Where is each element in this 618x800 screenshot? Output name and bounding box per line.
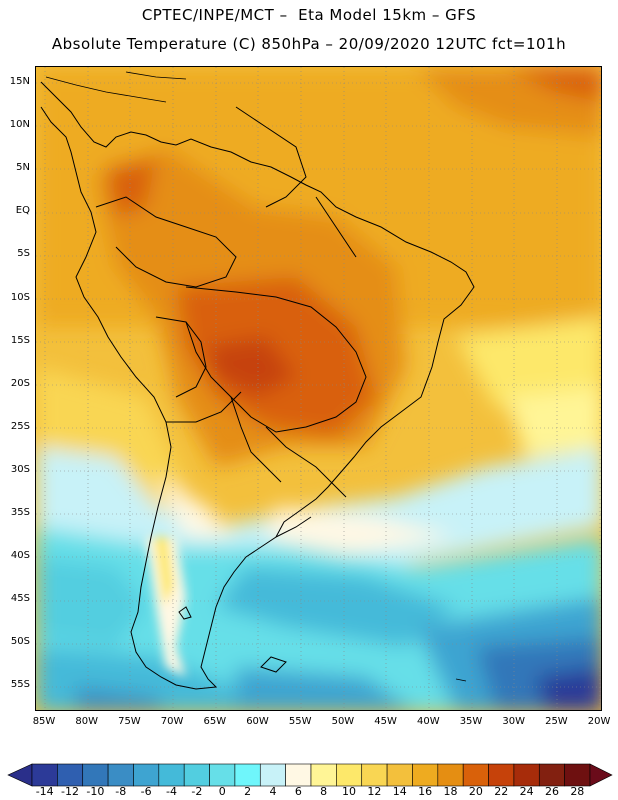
colorbar-swatch — [564, 763, 591, 787]
lon-label: 20W — [587, 716, 611, 727]
colorbar-label: 14 — [392, 785, 407, 798]
colorbar-swatch — [183, 763, 210, 787]
lon-label: 25W — [545, 716, 568, 727]
lat-label: 20S — [10, 377, 30, 389]
temperature-map — [35, 66, 602, 711]
colorbar-label: 26 — [544, 785, 559, 798]
lat-label: 25S — [10, 420, 30, 432]
map-title-line-1: CPTEC/INPE/MCT – Eta Model 15km – GFS — [141, 6, 477, 24]
lon-label: 60W — [246, 716, 269, 727]
lat-label: 50S — [10, 636, 30, 648]
colorbar-label: 0 — [218, 785, 226, 798]
colorbar-label: -4 — [166, 785, 177, 798]
lat-label: 10N — [9, 119, 30, 131]
lat-label: 30S — [10, 463, 30, 475]
lat-label: 10S — [10, 291, 30, 303]
colorbar-label: 4 — [269, 785, 277, 798]
colorbar-label: 12 — [367, 785, 382, 798]
colorbar-swatch — [57, 763, 84, 787]
lat-label: 15N — [9, 76, 30, 87]
colorbar-label: 10 — [342, 785, 357, 798]
colorbar-swatch — [209, 763, 236, 787]
patagonia-warm-tongue — [146, 537, 186, 677]
colorbar-swatch — [488, 763, 515, 787]
lat-label: 5N — [16, 162, 30, 174]
colorbar-label: -6 — [140, 785, 152, 798]
colorbar-swatch — [437, 763, 464, 787]
colorbar-swatch — [259, 763, 286, 787]
lon-label: 65W — [203, 716, 227, 727]
colorbar-label: 16 — [418, 785, 433, 798]
colorbar-swatch — [31, 763, 58, 787]
colorbar-label: 2 — [244, 785, 252, 798]
colorbar-label: 28 — [570, 785, 585, 798]
colorbar-label: 20 — [468, 785, 483, 798]
colorbar-low-arrow — [7, 763, 33, 787]
lat-label: 15S — [10, 334, 30, 346]
lon-label: 75W — [118, 716, 141, 727]
colorbar-label: -2 — [191, 785, 203, 798]
colorbar-label: 6 — [294, 785, 302, 798]
colorbar-label: -14 — [35, 785, 54, 798]
lat-label: 45S — [10, 593, 30, 605]
lon-label: 85W — [32, 716, 56, 727]
lon-label: 50W — [331, 716, 355, 727]
colorbar-swatch — [285, 763, 312, 787]
colorbar-swatch — [133, 763, 160, 787]
colorbar-high-arrow — [589, 763, 613, 787]
caribbean-coast — [45, 71, 467, 682]
lon-label: 30W — [502, 716, 525, 727]
colorbar-swatch — [234, 763, 261, 787]
colorbar-swatch — [310, 763, 337, 787]
colorbar-swatch — [336, 763, 363, 787]
lat-label: 40S — [10, 550, 30, 562]
colorbar-label: 24 — [519, 785, 534, 798]
colorbar-label: 22 — [494, 785, 509, 798]
colorbar-label: -8 — [115, 785, 127, 798]
lat-label: 55S — [10, 679, 30, 691]
temperature-field — [36, 67, 601, 710]
lat-label: EQ — [15, 205, 30, 217]
lon-label: 70W — [160, 716, 184, 727]
lon-label: 45W — [374, 716, 397, 727]
colorbar-label: 8 — [320, 785, 328, 798]
lat-lon-grid — [36, 67, 601, 710]
lon-label: 35W — [459, 716, 483, 727]
colorbar-label: -10 — [86, 785, 105, 798]
lon-label: 80W — [75, 716, 98, 727]
coastlines-and-borders — [40, 81, 475, 690]
lat-label: 35S — [10, 507, 30, 518]
colorbar-swatch — [107, 763, 134, 787]
colorbar-swatch — [386, 763, 413, 787]
temperature-colorbar — [7, 763, 613, 787]
colorbar-label: -12 — [61, 785, 80, 798]
colorbar-swatch — [538, 763, 565, 787]
colorbar-swatch — [82, 763, 109, 787]
colorbar-swatch — [513, 763, 540, 787]
colorbar-swatch — [158, 763, 185, 787]
lat-label: 5S — [17, 248, 30, 260]
map-title-line-2: Absolute Temperature (C) 850hPa – 20/09/… — [51, 35, 567, 53]
colorbar-swatch — [462, 763, 489, 787]
colorbar-label: 18 — [443, 785, 458, 798]
lon-label: 40W — [416, 716, 440, 727]
colorbar-swatch — [412, 763, 439, 787]
lon-label: 55W — [288, 716, 312, 727]
colorbar-swatch — [361, 763, 388, 787]
